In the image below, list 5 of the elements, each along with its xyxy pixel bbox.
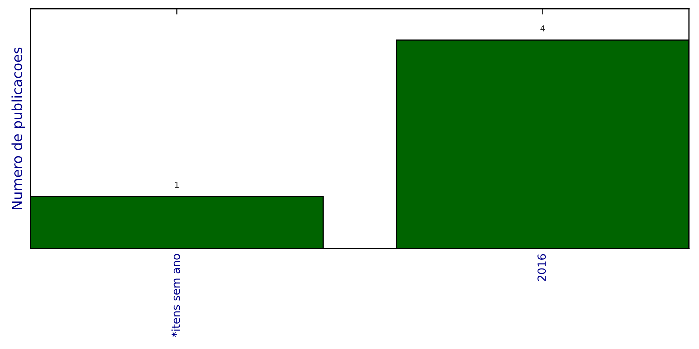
y-axis-title: Numero de publicacoes	[12, 48, 26, 210]
x-tick-label: 2016	[538, 254, 546, 282]
data-label: 4	[540, 26, 546, 32]
x-tick-label: *itens sem ano	[172, 254, 180, 338]
data-label: 1	[175, 182, 179, 188]
